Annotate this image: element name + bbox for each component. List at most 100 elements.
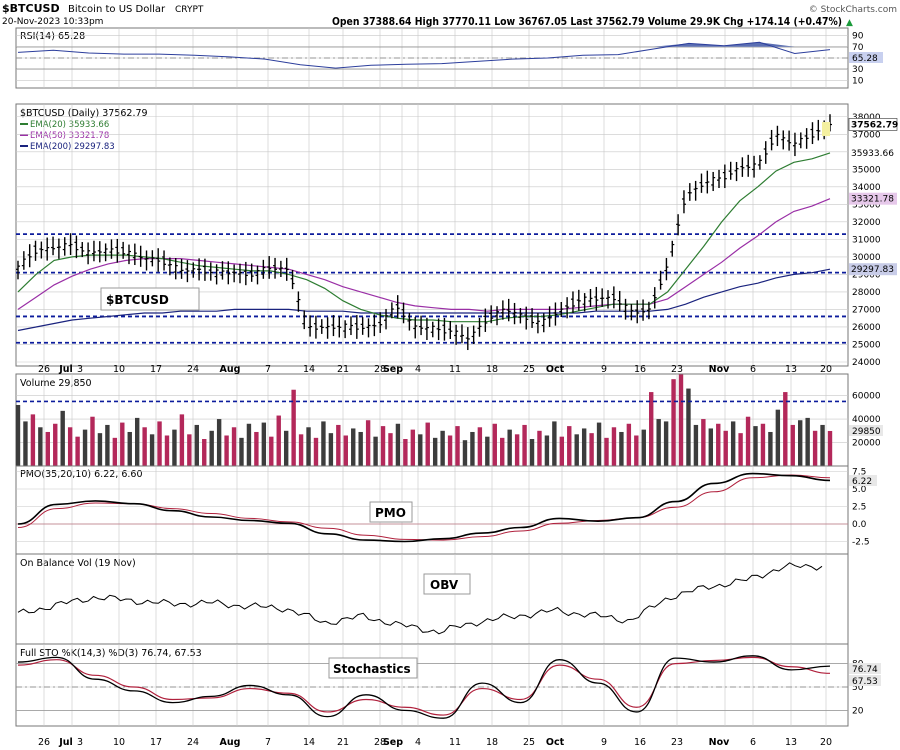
- volume-bar: [403, 439, 408, 466]
- volume-bar: [626, 423, 632, 466]
- axis-tick-label: 37000: [852, 130, 881, 140]
- stoch-k-tag-box: [849, 663, 881, 674]
- volume-bar: [179, 414, 185, 466]
- volume-bar: [790, 424, 795, 466]
- stoch-panel: Full STO %K(14,3) %D(3) 76.74, 67.53 805…: [15, 643, 881, 727]
- obv-annotation: OBV: [430, 578, 459, 592]
- volume-panel: Volume 29,850 60000 40000 20000 29850: [15, 373, 883, 467]
- price-title: $BTCUSD (Daily) 37562.79: [20, 108, 148, 119]
- date-axis-label: 28: [374, 364, 386, 375]
- volume-bar: [775, 409, 781, 466]
- date-axis-label: 4: [415, 364, 421, 375]
- volume-bar: [38, 427, 43, 466]
- ema50-legend: EMA(50) 33321.78: [30, 131, 109, 141]
- volume-bar: [60, 410, 65, 466]
- axis-tick-label: 31000: [852, 235, 881, 245]
- volume-bar: [671, 379, 676, 466]
- volume-bar: [149, 434, 155, 466]
- price-value-tag-box: [849, 146, 897, 159]
- date-axis-label: 21: [337, 364, 349, 375]
- volume-bar: [656, 419, 661, 466]
- volume-bar: [500, 437, 505, 466]
- volume-bar: [75, 436, 80, 466]
- volume-bar: [812, 430, 818, 466]
- volume-bar: [142, 427, 147, 466]
- date-axis-label: 16: [634, 737, 646, 748]
- volume-bar: [514, 434, 520, 466]
- axis-tick-label: 35000: [852, 165, 881, 175]
- date-axis-label: 13: [785, 737, 797, 748]
- price-value-tag: 29297.83: [851, 265, 894, 275]
- volume-bar: [112, 437, 118, 466]
- ema200-line: [17, 268, 831, 332]
- obv-panel: On Balance Vol (19 Nov) OBV: [15, 553, 849, 645]
- volume-bar: [134, 417, 140, 466]
- axis-tick-label: 7.5: [852, 468, 866, 478]
- pmo-value-tag: 6.22: [852, 477, 872, 487]
- volume-bar: [209, 430, 214, 466]
- volume-bar: [365, 420, 371, 466]
- stoch-d-tag: 67.53: [852, 677, 878, 687]
- date-axis-label: 3: [77, 364, 83, 375]
- pmo-value-tag-box: [849, 475, 877, 486]
- volume-bar: [455, 426, 460, 466]
- date-axis-label: 20: [820, 737, 832, 748]
- volume-bar: [373, 436, 378, 466]
- stoch-title: Full STO %K(14,3) %D(3) 76.74, 67.53: [20, 648, 202, 659]
- volume-bar: [425, 422, 430, 466]
- stoch-d-line: [17, 656, 831, 716]
- volume-bar: [239, 437, 244, 466]
- chg-up-icon: ▲: [846, 18, 853, 28]
- volume-bar: [45, 431, 50, 466]
- axis-tick-label: 32000: [852, 218, 881, 228]
- volume-bar: [254, 431, 259, 466]
- date-axis-label: 13: [785, 364, 797, 375]
- volume-bar: [418, 434, 423, 466]
- volume-bar: [477, 427, 483, 466]
- volume-bar: [380, 426, 386, 466]
- axis-tick-label: 26000: [852, 323, 881, 333]
- volume-bar: [164, 435, 170, 466]
- pmo-title: PMO(35,20,10) 6.22, 6.60: [20, 469, 142, 480]
- volume-bar: [261, 422, 267, 466]
- axis-tick-label: 0.0: [852, 520, 867, 530]
- date-axis-label: 7: [265, 364, 271, 375]
- axis-tick-label: 38000: [852, 113, 881, 123]
- volume-bar: [641, 429, 646, 466]
- axis-tick-label: 2.5: [852, 503, 866, 513]
- stoch-k-tag: 76.74: [852, 665, 878, 675]
- volume-bar: [283, 430, 289, 466]
- volume-bar: [231, 427, 237, 466]
- date-axis-label: 14: [303, 364, 315, 375]
- volume-bar: [663, 421, 669, 466]
- price-value-tag-box: [849, 263, 897, 276]
- date-axis-label: 20: [820, 364, 832, 375]
- volume-bar: [529, 439, 535, 466]
- volume-bar: [686, 388, 691, 466]
- date-axis-label: Oct: [546, 737, 565, 748]
- date-axis-label: Nov: [709, 364, 730, 375]
- volume-bar: [53, 423, 58, 466]
- volume-bar: [507, 429, 512, 466]
- volume-bar: [432, 437, 438, 466]
- volume-bar: [67, 427, 73, 466]
- volume-bar: [298, 434, 304, 466]
- date-axis-label: 16: [634, 364, 646, 375]
- volume-bar: [15, 404, 21, 466]
- volume-bar: [768, 431, 773, 466]
- rsi-line: [17, 41, 831, 69]
- volume-bar: [678, 374, 684, 466]
- date-axis-label: 7: [265, 737, 271, 748]
- volume-bar: [321, 421, 326, 466]
- volume-bar: [410, 429, 416, 466]
- chart-date: 20-Nov-2023 10:33pm: [2, 17, 103, 27]
- axis-tick-label: 60000: [852, 392, 881, 402]
- date-axis-label: Aug: [220, 364, 241, 375]
- volume-bar: [492, 423, 497, 466]
- volume-bar: [127, 431, 132, 466]
- axis-tick-label: 90: [852, 32, 864, 42]
- axis-tick-label: 28000: [852, 288, 881, 298]
- axis-tick-label: 5.0: [852, 485, 867, 495]
- volume-bar: [105, 424, 110, 466]
